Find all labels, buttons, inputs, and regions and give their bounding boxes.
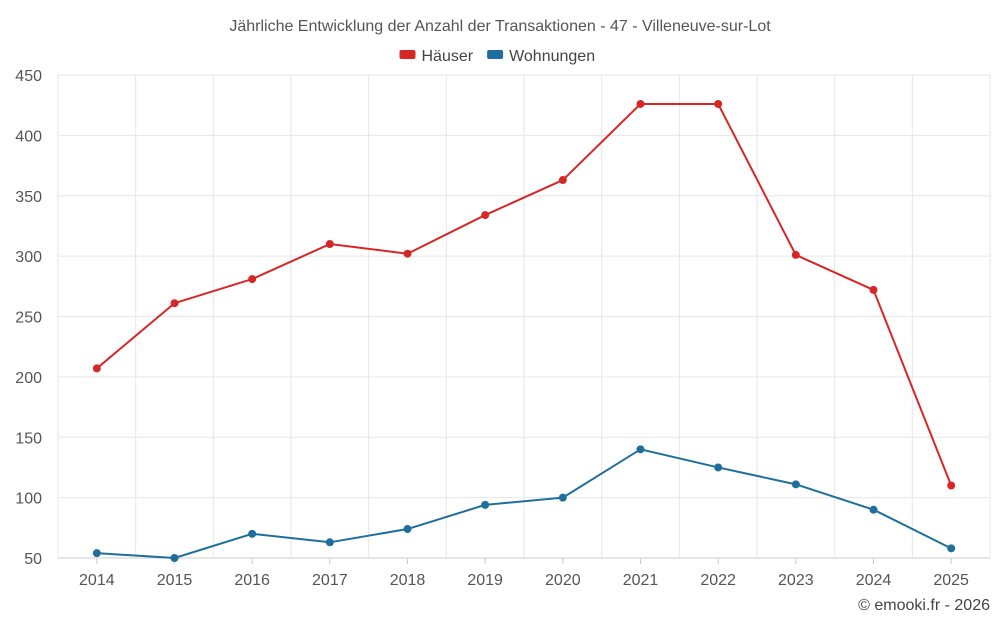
data-point[interactable] xyxy=(481,211,490,220)
data-point[interactable] xyxy=(170,299,179,308)
x-tick-label: 2025 xyxy=(933,572,969,589)
data-point[interactable] xyxy=(636,445,645,454)
x-tick-label: 2017 xyxy=(312,572,348,589)
x-tick-label: 2019 xyxy=(467,572,503,589)
x-tick-label: 2021 xyxy=(623,572,659,589)
data-point[interactable] xyxy=(947,481,956,490)
y-tick-label: 250 xyxy=(15,310,42,327)
legend-swatch xyxy=(487,50,504,59)
legend-label: Häuser xyxy=(422,48,474,65)
legend-item[interactable]: Wohnungen xyxy=(487,48,595,65)
data-point[interactable] xyxy=(869,285,878,294)
y-tick-label: 150 xyxy=(15,430,42,447)
x-tick-label: 2014 xyxy=(79,572,115,589)
series-1 xyxy=(92,445,956,562)
x-tick-label: 2020 xyxy=(545,572,581,589)
data-point[interactable] xyxy=(714,463,723,472)
data-point[interactable] xyxy=(170,554,179,562)
data-point[interactable] xyxy=(558,176,567,185)
series-line xyxy=(96,102,953,486)
data-point[interactable] xyxy=(791,480,800,489)
y-axis: 50 100 150 200 250 300 350 400 450 xyxy=(15,68,42,568)
series-line xyxy=(96,448,952,559)
data-point[interactable] xyxy=(636,99,645,108)
chart-title: Jährliche Entwicklung der Anzahl der Tra… xyxy=(229,18,771,35)
legend-item[interactable]: Häuser xyxy=(399,48,474,65)
x-tick-label: 2016 xyxy=(234,572,270,589)
y-tick-label: 400 xyxy=(15,128,42,145)
data-point[interactable] xyxy=(869,505,878,514)
grid xyxy=(57,74,991,559)
data-point[interactable] xyxy=(248,275,257,284)
data-point[interactable] xyxy=(403,525,412,534)
legend: Häuser Wohnungen xyxy=(399,48,595,65)
x-axis: 2014 2015 2016 2017 2018 2019 2020 2021 2022 2023… xyxy=(58,557,990,589)
y-tick-label: 50 xyxy=(24,551,42,568)
credit-text: © emooki.fr - 2026 xyxy=(858,597,990,614)
data-point[interactable] xyxy=(481,500,490,509)
x-tick-label: 2022 xyxy=(700,572,736,589)
data-point[interactable] xyxy=(92,364,101,373)
data-point[interactable] xyxy=(558,493,567,502)
data-point[interactable] xyxy=(791,250,800,259)
y-tick-label: 450 xyxy=(15,68,42,85)
data-point[interactable] xyxy=(403,249,412,258)
series-0 xyxy=(92,99,956,490)
y-tick-label: 100 xyxy=(15,491,42,508)
data-point[interactable] xyxy=(325,240,334,249)
series xyxy=(92,99,956,562)
y-tick-label: 350 xyxy=(15,189,42,206)
x-tick-label: 2018 xyxy=(390,572,426,589)
y-tick-label: 300 xyxy=(15,249,42,266)
data-point[interactable] xyxy=(714,99,723,108)
y-tick-label: 200 xyxy=(15,370,42,387)
data-point[interactable] xyxy=(92,549,101,558)
data-point[interactable] xyxy=(325,538,334,547)
legend-label: Wohnungen xyxy=(509,48,595,65)
x-tick-label: 2024 xyxy=(856,572,892,589)
data-point[interactable] xyxy=(947,544,956,553)
x-tick-label: 2023 xyxy=(778,572,814,589)
legend-swatch xyxy=(399,50,416,59)
data-point[interactable] xyxy=(248,529,257,538)
x-tick-label: 2015 xyxy=(157,572,193,589)
